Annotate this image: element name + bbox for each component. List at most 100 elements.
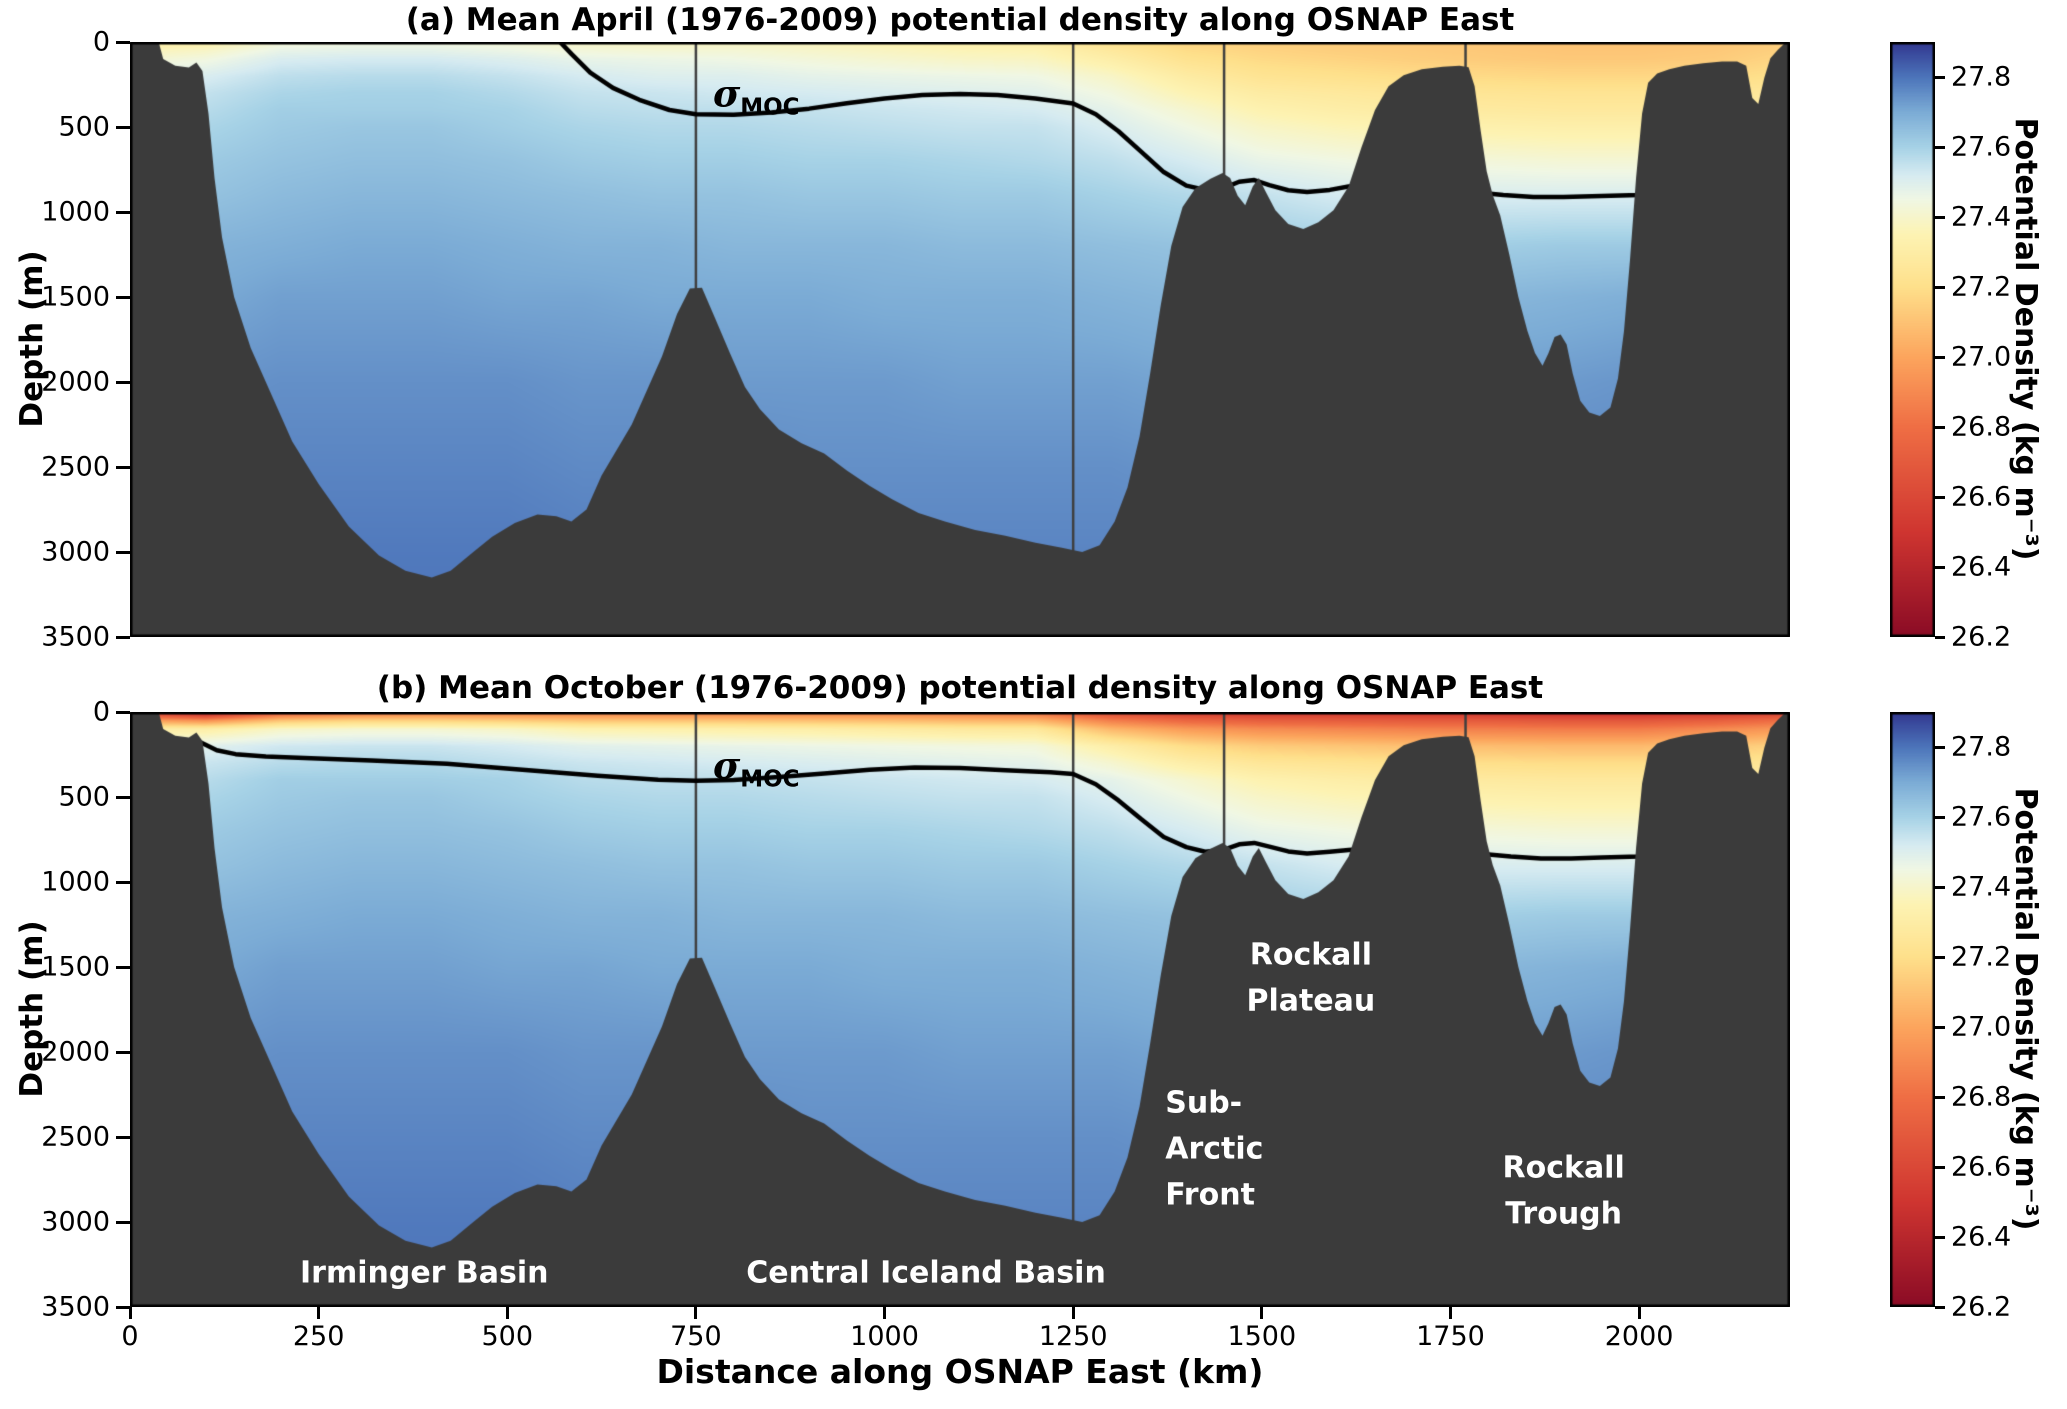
y-tick-label: 1000 <box>41 196 110 228</box>
colorbar-a <box>1890 42 1935 637</box>
colorbar-tick-label: 26.4 <box>1951 551 2012 583</box>
colorbar-tick-label: 26.4 <box>1951 1221 2012 1253</box>
y-tick-mark <box>116 635 130 639</box>
y-tick-mark <box>116 1220 130 1224</box>
y-tick-label: 2500 <box>41 1121 110 1153</box>
y-tick-mark <box>116 1305 130 1309</box>
panel-a-title: (a) Mean April (1976-2009) potential den… <box>405 2 1515 38</box>
panel-b-title: (b) Mean October (1976-2009) potential d… <box>376 670 1544 706</box>
annotation-front: Front <box>1165 1177 1255 1213</box>
sigma-symbol: σ <box>712 71 741 116</box>
colorbar-tick-label: 27.8 <box>1951 731 2012 763</box>
x-tick-mark <box>1448 1307 1452 1319</box>
colorbar-tick-mark <box>1935 215 1945 219</box>
colorbar-tick-mark <box>1935 1235 1945 1239</box>
sigma-symbol: σ <box>712 743 741 788</box>
sigma-moc-label: σMOC <box>713 744 800 793</box>
x-tick-mark <box>694 1307 698 1319</box>
x-tick-mark <box>505 1307 509 1319</box>
y-tick-label: 500 <box>58 111 110 143</box>
x-tick-label: 2000 <box>1604 1321 1674 1352</box>
colorbar-tick-label: 27.0 <box>1951 341 2012 373</box>
y-tick-mark <box>116 465 130 469</box>
colorbar-tick-mark <box>1935 1305 1945 1309</box>
x-axis-label: Distance along OSNAP East (km) <box>656 1352 1264 1391</box>
x-tick-mark <box>1071 1307 1075 1319</box>
x-tick-label: 500 <box>481 1321 534 1352</box>
colorbar-tick-label: 27.6 <box>1951 801 2012 833</box>
annotation-plateau: Plateau <box>1246 983 1376 1019</box>
colorbar-label-b: Potential Density (kg m⁻³) <box>2008 787 2043 1231</box>
y-tick-mark <box>116 880 130 884</box>
y-tick-mark <box>116 1050 130 1054</box>
colorbar-tick-label: 27.2 <box>1951 941 2012 973</box>
annotation-central-iceland-basin: Central Iceland Basin <box>746 1255 1106 1291</box>
y-tick-mark <box>116 550 130 554</box>
x-tick-mark <box>317 1307 321 1319</box>
colorbar-tick-mark <box>1935 1165 1945 1169</box>
colorbar-tick-mark <box>1935 955 1945 959</box>
y-tick-mark <box>116 965 130 969</box>
colorbar-tick-label: 27.0 <box>1951 1011 2012 1043</box>
colorbar-label-a: Potential Density (kg m⁻³) <box>2008 117 2043 561</box>
colorbar-tick-label: 27.4 <box>1951 201 2012 233</box>
y-tick-mark <box>116 295 130 299</box>
x-tick-label: 250 <box>292 1321 345 1352</box>
y-tick-label: 1000 <box>41 866 110 898</box>
y-tick-label: 3000 <box>41 536 110 568</box>
colorbar-tick-label: 26.8 <box>1951 1081 2012 1113</box>
y-tick-mark <box>116 1135 130 1139</box>
y-tick-label: 1500 <box>41 281 110 313</box>
y-tick-label: 3500 <box>41 1291 110 1323</box>
y-tick-label: 2500 <box>41 451 110 483</box>
x-tick-label: 0 <box>121 1321 139 1352</box>
y-axis-label-a: Depth (m) <box>14 250 50 428</box>
annotation-arctic: Arctic <box>1165 1131 1264 1167</box>
sigma-moc-label: σMOC <box>713 71 800 120</box>
annotation-rockall: Rockall <box>1502 1150 1625 1186</box>
colorbar-tick-label: 27.4 <box>1951 871 2012 903</box>
colorbar-tick-mark <box>1935 355 1945 359</box>
colorbar-tick-label: 26.8 <box>1951 411 2012 443</box>
colorbar-tick-label: 27.6 <box>1951 131 2012 163</box>
panel-b-plot <box>130 712 1790 1307</box>
y-tick-mark <box>116 210 130 214</box>
colorbar-tick-mark <box>1935 425 1945 429</box>
x-tick-label: 1500 <box>1227 1321 1297 1352</box>
y-tick-label: 500 <box>58 781 110 813</box>
annotation-trough: Trough <box>1505 1196 1623 1231</box>
colorbar-tick-mark <box>1935 75 1945 79</box>
colorbar-tick-label: 26.6 <box>1951 481 2012 513</box>
colorbar-tick-mark <box>1935 745 1945 749</box>
colorbar-tick-mark <box>1935 285 1945 289</box>
annotation-irminger-basin: Irminger Basin <box>300 1255 549 1291</box>
colorbar-tick-label: 26.2 <box>1951 621 2012 653</box>
colorbar-tick-mark <box>1935 495 1945 499</box>
y-tick-mark <box>116 40 130 44</box>
y-tick-mark <box>116 710 130 714</box>
colorbar-tick-mark <box>1935 1025 1945 1029</box>
y-tick-label: 2000 <box>41 1036 110 1068</box>
panel-a-plot <box>130 42 1790 637</box>
colorbar-tick-mark <box>1935 885 1945 889</box>
colorbar-b <box>1890 712 1935 1307</box>
sigma-subscript: MOC <box>740 94 800 121</box>
y-tick-label: 2000 <box>41 366 110 398</box>
x-tick-label: 1250 <box>1038 1321 1108 1352</box>
y-tick-label: 0 <box>92 26 110 58</box>
colorbar-tick-mark <box>1935 635 1945 639</box>
colorbar-tick-mark <box>1935 1095 1945 1099</box>
annotation-sub: Sub- <box>1165 1085 1243 1121</box>
y-axis-label-b: Depth (m) <box>14 920 50 1098</box>
colorbar-tick-label: 27.8 <box>1951 61 2012 93</box>
x-tick-mark <box>1637 1307 1641 1319</box>
colorbar-tick-label: 26.2 <box>1951 1291 2012 1323</box>
x-tick-label: 750 <box>670 1321 722 1352</box>
colorbar-tick-label: 26.6 <box>1951 1151 2012 1183</box>
x-tick-mark <box>883 1307 887 1319</box>
x-tick-mark <box>1260 1307 1264 1319</box>
annotation-rockall: Rockall <box>1249 937 1372 973</box>
colorbar-tick-label: 27.2 <box>1951 271 2012 303</box>
x-tick-label: 1000 <box>850 1321 919 1352</box>
